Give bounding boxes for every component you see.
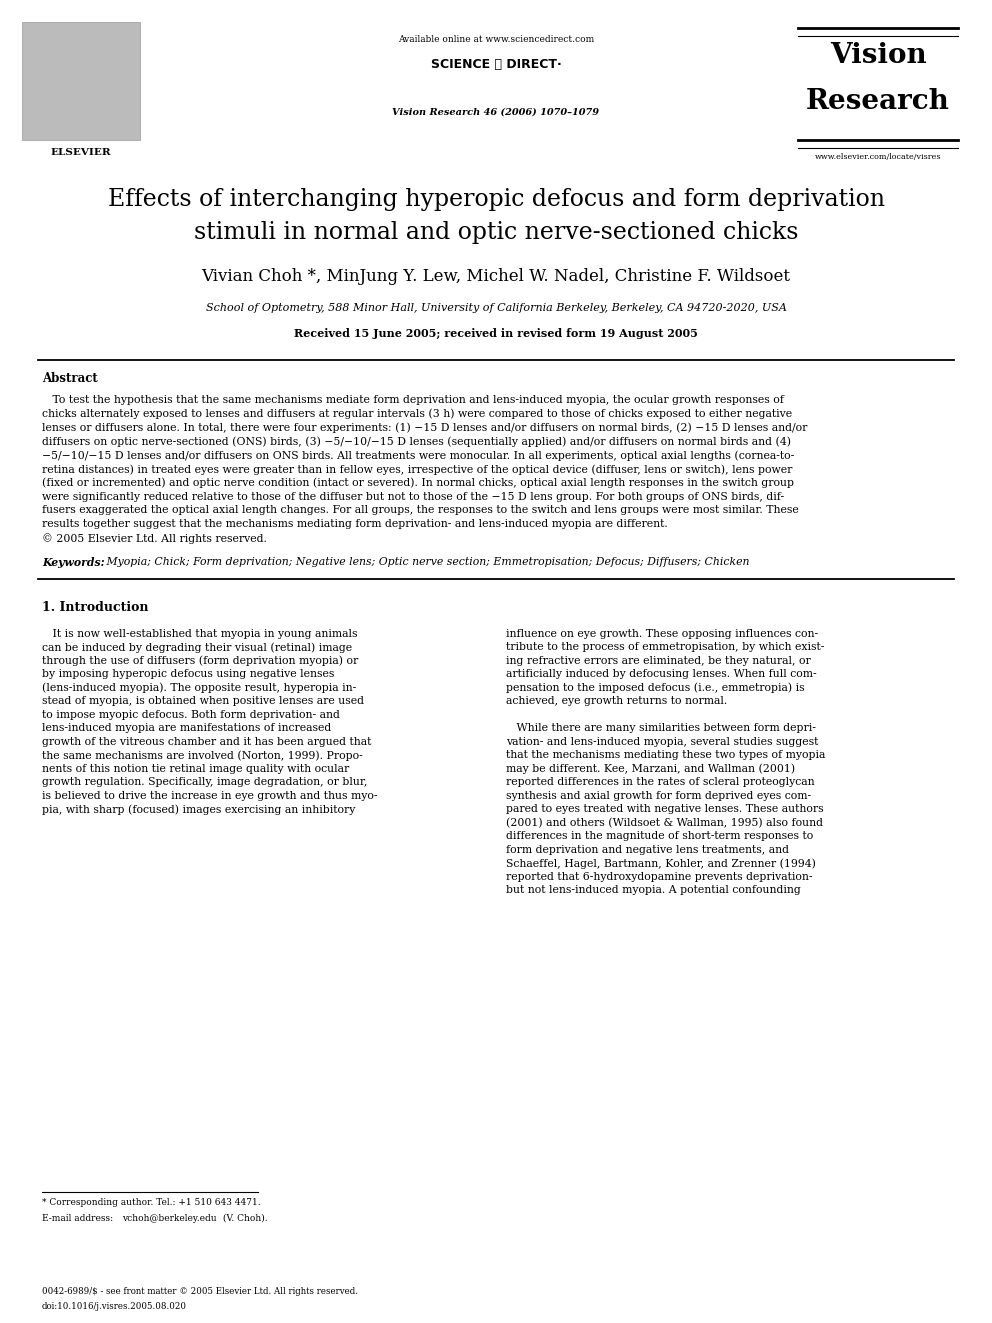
Text: * Corresponding author. Tel.: +1 510 643 4471.: * Corresponding author. Tel.: +1 510 643… [42, 1199, 261, 1207]
Text: pared to eyes treated with negative lenses. These authors: pared to eyes treated with negative lens… [506, 804, 823, 814]
Text: (V. Choh).: (V. Choh). [220, 1215, 268, 1222]
Text: lenses or diffusers alone. In total, there were four experiments: (1) −15 D lens: lenses or diffusers alone. In total, the… [42, 422, 807, 433]
Text: Vision: Vision [829, 42, 927, 69]
Text: pia, with sharp (focused) images exercising an inhibitory: pia, with sharp (focused) images exercis… [42, 804, 355, 815]
Text: SCIENCE ⓐ DIRECT·: SCIENCE ⓐ DIRECT· [431, 58, 561, 71]
Text: School of Optometry, 588 Minor Hall, University of California Berkeley, Berkeley: School of Optometry, 588 Minor Hall, Uni… [205, 303, 787, 314]
Text: E-mail address:: E-mail address: [42, 1215, 116, 1222]
Text: (2001) and others (Wildsoet & Wallman, 1995) also found: (2001) and others (Wildsoet & Wallman, 1… [506, 818, 823, 828]
Text: To test the hypothesis that the same mechanisms mediate form deprivation and len: To test the hypothesis that the same mec… [42, 396, 784, 405]
Text: were significantly reduced relative to those of the diffuser but not to those of: were significantly reduced relative to t… [42, 492, 784, 501]
Text: is believed to drive the increase in eye growth and thus myo-: is believed to drive the increase in eye… [42, 791, 378, 800]
Text: achieved, eye growth returns to normal.: achieved, eye growth returns to normal. [506, 696, 727, 706]
Text: (fixed or incremented) and optic nerve condition (intact or severed). In normal : (fixed or incremented) and optic nerve c… [42, 478, 794, 488]
Text: growth of the vitreous chamber and it has been argued that: growth of the vitreous chamber and it ha… [42, 737, 371, 746]
Text: 1. Introduction: 1. Introduction [42, 601, 149, 614]
Text: It is now well-established that myopia in young animals: It is now well-established that myopia i… [42, 628, 357, 639]
Text: synthesis and axial growth for form deprived eyes com-: synthesis and axial growth for form depr… [506, 791, 811, 800]
Text: tribute to the process of emmetropisation, by which exist-: tribute to the process of emmetropisatio… [506, 642, 824, 652]
Text: Vivian Choh *, MinJung Y. Lew, Michel W. Nadel, Christine F. Wildsoet: Vivian Choh *, MinJung Y. Lew, Michel W.… [201, 269, 791, 284]
Text: but not lens-induced myopia. A potential confounding: but not lens-induced myopia. A potential… [506, 885, 801, 896]
Text: stead of myopia, is obtained when positive lenses are used: stead of myopia, is obtained when positi… [42, 696, 364, 706]
Text: © 2005 Elsevier Ltd. All rights reserved.: © 2005 Elsevier Ltd. All rights reserved… [42, 533, 267, 544]
Text: Effects of interchanging hyperopic defocus and form deprivation: Effects of interchanging hyperopic defoc… [107, 188, 885, 210]
Text: that the mechanisms mediating these two types of myopia: that the mechanisms mediating these two … [506, 750, 825, 761]
Text: −5/−10/−15 D lenses and/or diffusers on ONS birds. All treatments were monocular: −5/−10/−15 D lenses and/or diffusers on … [42, 450, 795, 460]
Text: reported differences in the rates of scleral proteoglycan: reported differences in the rates of scl… [506, 778, 814, 787]
Text: Received 15 June 2005; received in revised form 19 August 2005: Received 15 June 2005; received in revis… [294, 328, 698, 339]
Text: 0042-6989/$ - see front matter © 2005 Elsevier Ltd. All rights reserved.: 0042-6989/$ - see front matter © 2005 El… [42, 1287, 358, 1297]
Text: vchoh@berkeley.edu: vchoh@berkeley.edu [122, 1215, 216, 1222]
Text: chicks alternately exposed to lenses and diffusers at regular intervals (3 h) we: chicks alternately exposed to lenses and… [42, 409, 793, 419]
Text: www.elsevier.com/locate/visres: www.elsevier.com/locate/visres [814, 153, 941, 161]
Text: results together suggest that the mechanisms mediating form deprivation- and len: results together suggest that the mechan… [42, 519, 668, 529]
Text: artificially induced by defocusing lenses. When full com-: artificially induced by defocusing lense… [506, 669, 816, 679]
Text: Vision Research 46 (2006) 1070–1079: Vision Research 46 (2006) 1070–1079 [393, 108, 599, 116]
Text: ing refractive errors are eliminated, be they natural, or: ing refractive errors are eliminated, be… [506, 656, 810, 665]
Text: nents of this notion tie retinal image quality with ocular: nents of this notion tie retinal image q… [42, 763, 349, 774]
Text: form deprivation and negative lens treatments, and: form deprivation and negative lens treat… [506, 845, 789, 855]
Text: retina distances) in treated eyes were greater than in fellow eyes, irrespective: retina distances) in treated eyes were g… [42, 464, 793, 475]
Text: fusers exaggerated the optical axial length changes. For all groups, the respons: fusers exaggerated the optical axial len… [42, 505, 799, 516]
Text: Schaeffel, Hagel, Bartmann, Kohler, and Zrenner (1994): Schaeffel, Hagel, Bartmann, Kohler, and … [506, 859, 815, 869]
Text: vation- and lens-induced myopia, several studies suggest: vation- and lens-induced myopia, several… [506, 737, 818, 746]
Text: Abstract: Abstract [42, 372, 98, 385]
Text: through the use of diffusers (form deprivation myopia) or: through the use of diffusers (form depri… [42, 656, 358, 667]
Text: Research: Research [806, 89, 950, 115]
FancyBboxPatch shape [22, 22, 140, 140]
Text: by imposing hyperopic defocus using negative lenses: by imposing hyperopic defocus using nega… [42, 669, 334, 679]
Text: differences in the magnitude of short-term responses to: differences in the magnitude of short-te… [506, 831, 813, 841]
Text: the same mechanisms are involved (Norton, 1999). Propo-: the same mechanisms are involved (Norton… [42, 750, 363, 761]
Text: Available online at www.sciencedirect.com: Available online at www.sciencedirect.co… [398, 34, 594, 44]
Text: stimuli in normal and optic nerve-sectioned chicks: stimuli in normal and optic nerve-sectio… [193, 221, 799, 243]
Text: ELSEVIER: ELSEVIER [51, 148, 111, 157]
Text: to impose myopic defocus. Both form deprivation- and: to impose myopic defocus. Both form depr… [42, 710, 340, 720]
Text: may be different. Kee, Marzani, and Wallman (2001): may be different. Kee, Marzani, and Wall… [506, 763, 796, 774]
Text: growth regulation. Specifically, image degradation, or blur,: growth regulation. Specifically, image d… [42, 778, 367, 787]
Text: Myopia; Chick; Form deprivation; Negative lens; Optic nerve section; Emmetropisa: Myopia; Chick; Form deprivation; Negativ… [103, 557, 750, 566]
Text: (lens-induced myopia). The opposite result, hyperopia in-: (lens-induced myopia). The opposite resu… [42, 683, 356, 693]
Text: diffusers on optic nerve-sectioned (ONS) birds, (3) −5/−10/−15 D lenses (sequent: diffusers on optic nerve-sectioned (ONS)… [42, 437, 791, 447]
Text: While there are many similarities between form depri-: While there are many similarities betwee… [506, 724, 815, 733]
Text: lens-induced myopia are manifestations of increased: lens-induced myopia are manifestations o… [42, 724, 331, 733]
Text: pensation to the imposed defocus (i.e., emmetropia) is: pensation to the imposed defocus (i.e., … [506, 683, 805, 693]
Text: influence on eye growth. These opposing influences con-: influence on eye growth. These opposing … [506, 628, 818, 639]
Text: can be induced by degrading their visual (retinal) image: can be induced by degrading their visual… [42, 642, 352, 652]
Text: Keywords:: Keywords: [42, 557, 104, 568]
Text: reported that 6-hydroxydopamine prevents deprivation-: reported that 6-hydroxydopamine prevents… [506, 872, 812, 882]
Text: doi:10.1016/j.visres.2005.08.020: doi:10.1016/j.visres.2005.08.020 [42, 1302, 187, 1311]
